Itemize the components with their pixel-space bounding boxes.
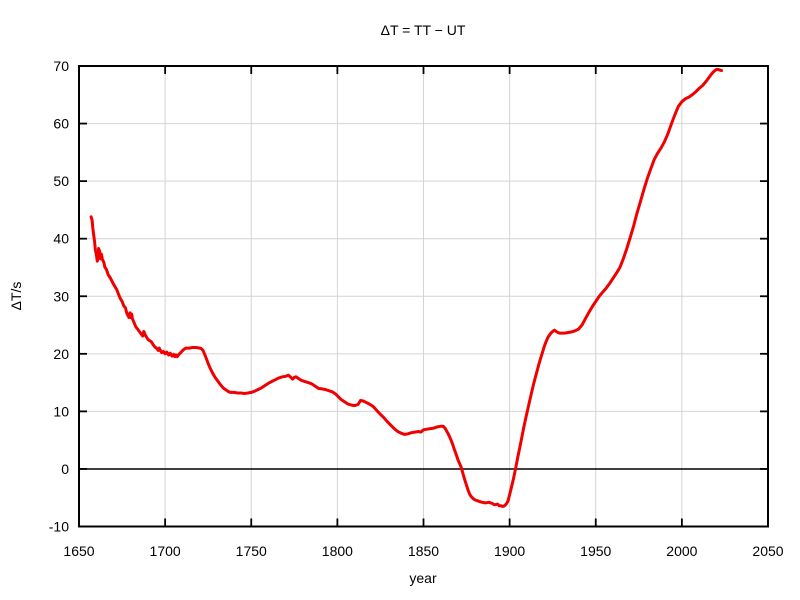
x-tick-label: 2000 bbox=[666, 543, 697, 559]
y-tick-label: 50 bbox=[53, 173, 69, 189]
y-tick-labels: -10 0 10 20 30 40 50 60 70 bbox=[49, 58, 69, 535]
delta-t-curve bbox=[89, 68, 723, 508]
x-axis-label: year bbox=[409, 570, 437, 586]
x-tick-label: 1850 bbox=[408, 543, 439, 559]
x-tick-label: 1650 bbox=[63, 543, 94, 559]
chart-title: ΔT = TT − UT bbox=[380, 22, 466, 38]
plot-border bbox=[78, 65, 769, 528]
x-tick-label: 1800 bbox=[322, 543, 353, 559]
y-tick-label: 60 bbox=[53, 116, 69, 132]
x-tick-label: 1700 bbox=[150, 543, 181, 559]
y-axis-label: ΔT/s bbox=[8, 281, 24, 311]
y-tick-label: 30 bbox=[53, 288, 69, 304]
x-tick-label: 1950 bbox=[580, 543, 611, 559]
y-tick-label: 40 bbox=[53, 231, 69, 247]
x-tick-label: 2050 bbox=[752, 543, 783, 559]
x-tick-label: 1750 bbox=[236, 543, 267, 559]
y-tick-label: 70 bbox=[53, 58, 69, 74]
y-tick-label: 20 bbox=[53, 346, 69, 362]
y-tick-label: 10 bbox=[53, 403, 69, 419]
gridlines bbox=[79, 66, 768, 527]
x-tick-labels: 1650 1700 1750 1800 1850 1900 1950 2000 2050 bbox=[63, 543, 783, 559]
y-tick-label: 0 bbox=[61, 461, 69, 477]
y-tick-label: -10 bbox=[49, 519, 69, 535]
x-tick-label: 1900 bbox=[494, 543, 525, 559]
